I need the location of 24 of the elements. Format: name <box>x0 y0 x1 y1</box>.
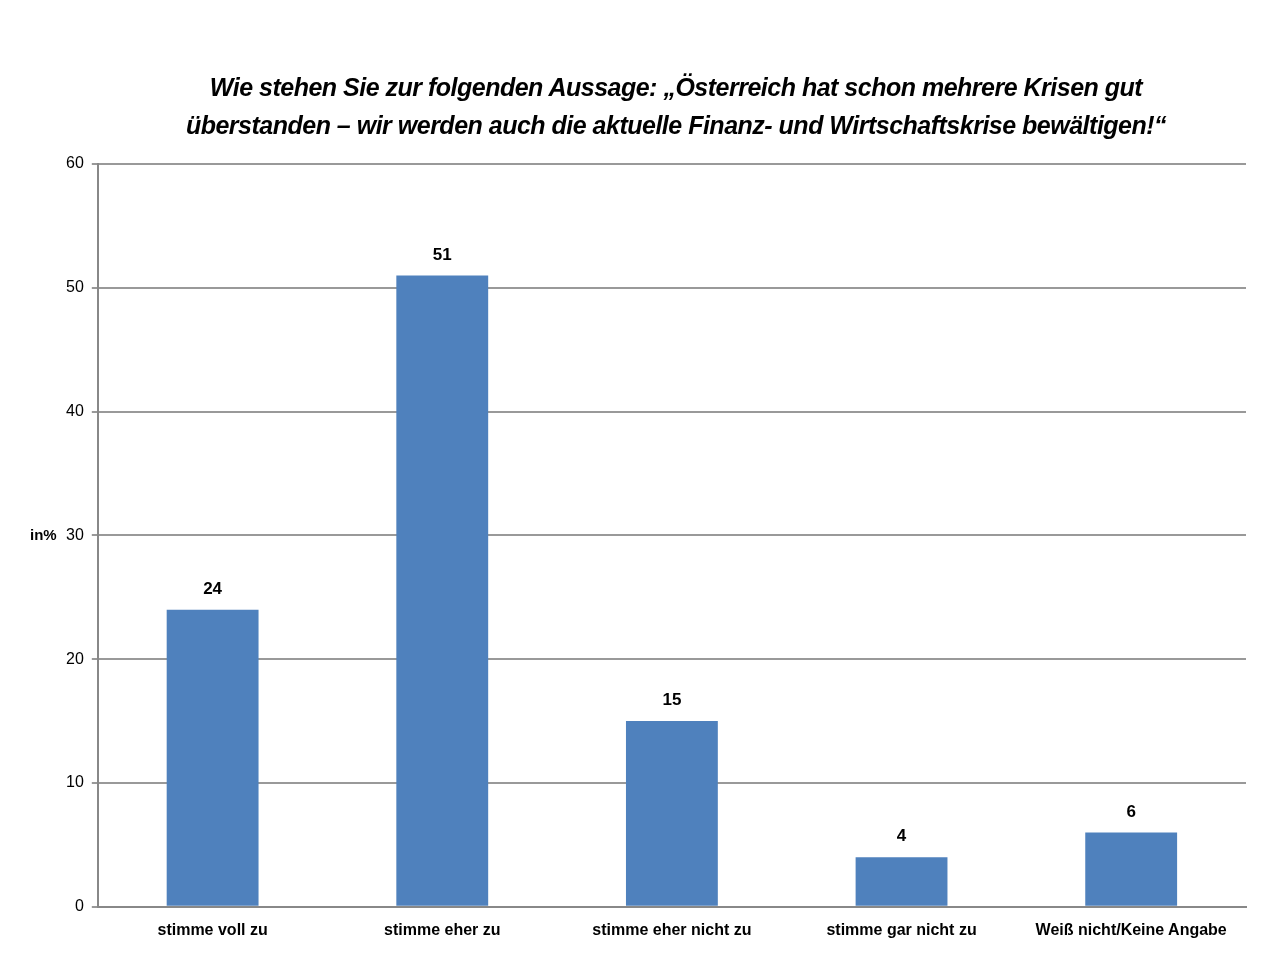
y-tick-label: 50 <box>66 278 84 296</box>
y-tick-label: 10 <box>66 773 84 791</box>
data-label: 4 <box>896 826 907 846</box>
data-label: 51 <box>432 244 452 264</box>
bar <box>855 857 948 906</box>
x-tick-label: Weiß nicht/Keine Angabe <box>1035 920 1227 938</box>
y-tick-label: 20 <box>66 649 84 667</box>
chart-title: Wie stehen Sie zur folgenden Aussage: „Österreich hat schon mehrere Krisen gut überstanden – wir werden auch die aktuelle Finanz- und Wirtschaftskrise bewältigen!“ <box>184 72 1168 141</box>
x-tick-label: stimme eher zu <box>384 920 501 938</box>
y-tick-label: 0 <box>74 897 84 915</box>
x-tick-label: stimme eher nicht zu <box>592 920 752 938</box>
y-axis-title: in% <box>30 525 57 543</box>
x-tick-label: stimme gar nicht zu <box>826 920 977 938</box>
bar <box>396 275 489 906</box>
bar <box>1085 832 1178 906</box>
y-tick-label: 30 <box>66 525 84 543</box>
y-tick-label: 40 <box>66 402 84 420</box>
data-label: 24 <box>203 578 223 598</box>
bar <box>166 609 259 906</box>
y-tick-label: 60 <box>66 154 84 172</box>
bar <box>625 721 718 906</box>
data-label: 6 <box>1126 801 1136 821</box>
x-tick-label: stimme voll zu <box>157 920 268 938</box>
data-label: 15 <box>662 690 682 710</box>
